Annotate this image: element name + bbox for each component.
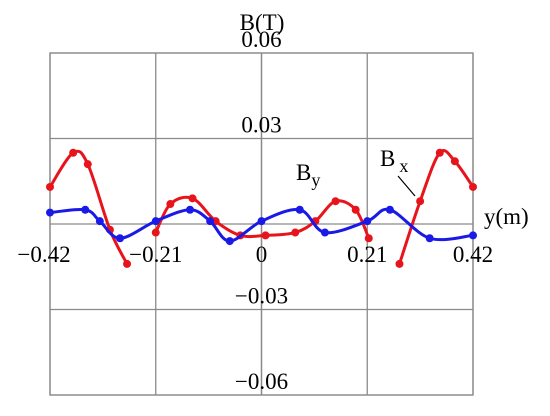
data-point bbox=[151, 217, 160, 226]
data-point bbox=[257, 217, 266, 226]
data-point bbox=[435, 148, 444, 157]
y-axis-label: B(T) bbox=[240, 10, 285, 35]
data-point bbox=[261, 231, 270, 240]
x-axis-label: y(m) bbox=[484, 204, 529, 229]
data-point bbox=[469, 231, 477, 240]
data-point bbox=[416, 197, 425, 206]
data-point bbox=[95, 217, 104, 226]
data-point bbox=[166, 200, 175, 209]
data-point bbox=[188, 194, 197, 203]
data-point bbox=[123, 259, 132, 268]
y-tick-label: −0.06 bbox=[235, 369, 288, 394]
data-point bbox=[395, 259, 404, 268]
x-tick-label: −0.42 bbox=[17, 242, 70, 267]
data-point bbox=[151, 228, 160, 237]
data-point bbox=[351, 205, 360, 214]
data-point bbox=[450, 157, 459, 166]
data-point bbox=[225, 237, 234, 246]
annotation-text: B bbox=[296, 160, 311, 185]
x-tick-label: 0 bbox=[256, 242, 268, 267]
data-point bbox=[291, 228, 300, 237]
y-tick-label: −0.03 bbox=[235, 284, 288, 309]
annotation-subscript: y bbox=[311, 170, 320, 190]
leader-line bbox=[397, 175, 416, 197]
data-point bbox=[46, 208, 54, 217]
data-point bbox=[83, 160, 92, 169]
data-point bbox=[185, 205, 194, 214]
x-tick-label: 0.21 bbox=[347, 242, 387, 267]
data-point bbox=[81, 205, 90, 214]
annotation-text: B bbox=[380, 146, 395, 171]
data-point bbox=[331, 197, 340, 206]
data-point bbox=[206, 217, 215, 226]
annotation: By bbox=[296, 160, 320, 190]
y-tick-label: 0.06 bbox=[241, 27, 281, 52]
x-tick-label: −0.21 bbox=[129, 242, 182, 267]
y-tick-label: 0.03 bbox=[241, 113, 281, 138]
data-point bbox=[385, 205, 394, 214]
x-tick-label: 0.42 bbox=[453, 242, 493, 267]
data-point bbox=[363, 217, 372, 226]
data-point bbox=[425, 234, 434, 243]
data-point bbox=[69, 148, 78, 157]
data-point bbox=[46, 182, 54, 191]
data-point bbox=[115, 234, 124, 243]
data-point bbox=[320, 228, 329, 237]
data-point bbox=[364, 234, 373, 243]
data-point bbox=[295, 205, 304, 214]
annotation-subscript: x bbox=[399, 156, 408, 176]
data-point bbox=[469, 182, 477, 191]
